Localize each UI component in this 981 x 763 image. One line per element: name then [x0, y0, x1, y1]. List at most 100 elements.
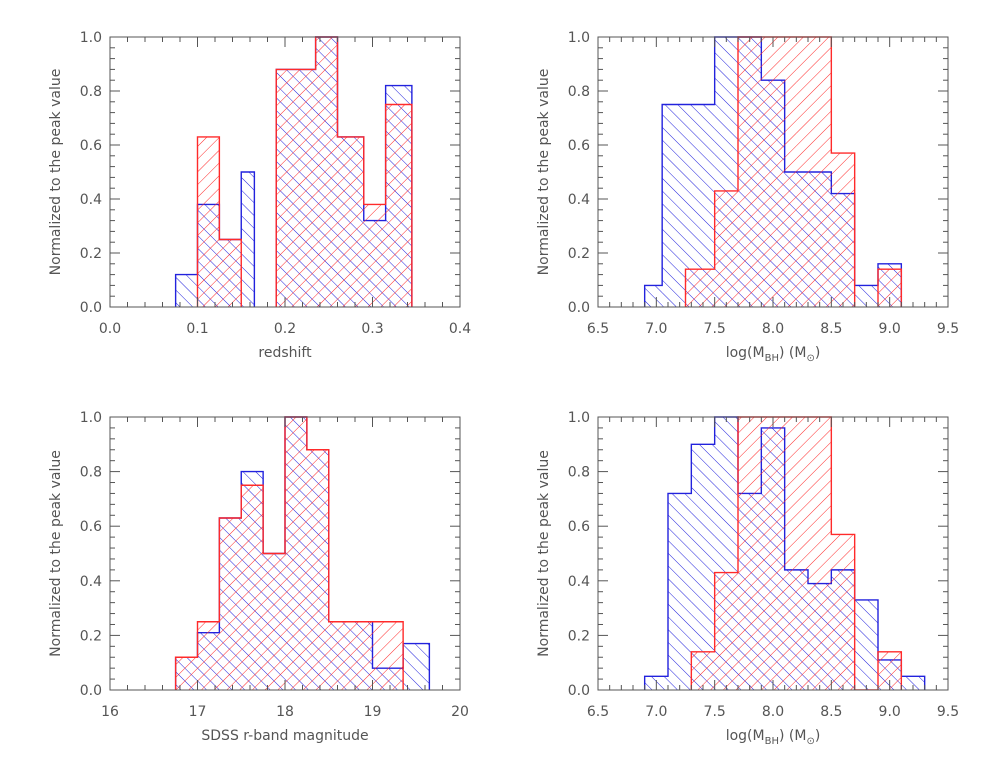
red-series-bar-6 — [306, 449, 329, 690]
red-series-outline — [196, 36, 413, 307]
x-tick-label: 0.4 — [449, 321, 471, 337]
x-tick-label: 6.5 — [587, 704, 609, 720]
red-series-outline — [174, 416, 404, 690]
red-series-bar-9 — [372, 621, 404, 690]
x-tick-label: 9.5 — [937, 704, 959, 720]
y-tick-label: 0.4 — [568, 574, 590, 590]
y-tick-label: 0.4 — [80, 574, 102, 590]
red-series-bar-1 — [219, 239, 242, 307]
bh-mass-histogram-panel-bottom: 0.0 0.2 0.4 0.6 0.8 1.0 6.5 7.0 7.5 8.0 8.5 9.0 9.5 N… — [536, 410, 959, 747]
x-tick-label: 8.5 — [820, 704, 842, 720]
x-tick-label: 17 — [189, 704, 207, 720]
x-tick-label: 7.0 — [645, 321, 667, 337]
red-series-bar-5 — [878, 269, 902, 307]
red-series-bar-6 — [363, 204, 386, 307]
x-tick-label: 9.0 — [879, 321, 901, 337]
red-series-bar-2 — [738, 417, 773, 690]
blue-series-bar-10 — [403, 643, 430, 690]
x-tick-label: 0.3 — [361, 321, 383, 337]
red-series-bar-2 — [738, 37, 797, 307]
blue-series-bar-0 — [175, 274, 198, 307]
y-axis-label: Normalized to the peak value — [536, 69, 552, 276]
red-series-bar-3 — [241, 485, 264, 690]
r-band-magnitude-histogram-panel: 0.0 0.2 0.4 0.6 0.8 1.0 16 17 18 19 20 Normalized t… — [48, 410, 469, 744]
y-axis-label: Normalized to the peak value — [48, 69, 64, 276]
x-axis-label: redshift — [258, 345, 312, 361]
x-tick-label: 0.2 — [274, 321, 296, 337]
y-tick-label: 0.4 — [80, 192, 102, 208]
red-series-bar-5 — [337, 136, 364, 307]
y-tick-label: 0.6 — [568, 138, 590, 154]
red-series-bar-0 — [691, 651, 715, 690]
red-series-bar-1 — [714, 190, 738, 307]
blue-series-bar-11 — [901, 676, 925, 690]
x-tick-label: 19 — [364, 704, 382, 720]
blue-series-bar-3 — [241, 172, 255, 307]
y-axis-label: Normalized to the peak value — [48, 450, 64, 657]
redshift-histogram-panel: 0.0 0.2 0.4 0.6 0.8 1.0 0.0 0.1 0.2 0.3 0.4 Normali… — [48, 30, 471, 361]
y-tick-label: 0.2 — [80, 246, 102, 262]
x-tick-label: 7.5 — [704, 321, 726, 337]
red-series-bar-7 — [385, 104, 412, 307]
blue-series-bar-1 — [668, 493, 692, 690]
histogram-bars — [174, 36, 413, 307]
blue-series-bar-0 — [644, 285, 663, 307]
y-tick-label: 0.0 — [80, 683, 102, 699]
red-series-bar-2 — [219, 518, 242, 690]
x-tick-label: 7.5 — [704, 704, 726, 720]
histogram-bars — [643, 36, 903, 307]
red-series-bar-4 — [315, 37, 338, 307]
x-tick-label: 8.0 — [762, 321, 784, 337]
x-tick-label: 6.5 — [587, 321, 609, 337]
red-series-bar-4 — [831, 534, 855, 690]
x-tick-label: 9.0 — [879, 704, 901, 720]
x-tick-label: 0.0 — [99, 321, 121, 337]
red-series-bar-0 — [197, 136, 220, 307]
red-series-bar-5 — [285, 417, 307, 690]
red-series-bar-1 — [197, 621, 220, 690]
red-series-bar-3 — [773, 417, 832, 690]
blue-series-bar-2 — [691, 444, 715, 690]
y-tick-label: 0.8 — [568, 465, 590, 481]
histogram-bars — [174, 416, 431, 690]
red-series-bar-8 — [350, 621, 373, 690]
x-axis-label: SDSS r-band magnitude — [201, 728, 368, 744]
y-tick-label: 0.0 — [568, 683, 590, 699]
y-tick-label: 1.0 — [568, 30, 590, 46]
y-tick-label: 0.6 — [80, 519, 102, 535]
blue-series-bar-7 — [854, 285, 878, 307]
red-series-bar-1 — [714, 572, 738, 690]
red-series-bar-4 — [831, 153, 855, 307]
x-tick-label: 9.5 — [937, 321, 959, 337]
red-series-bar-3 — [293, 69, 316, 307]
red-series-bar-4 — [263, 553, 285, 690]
red-series-bar-0 — [175, 657, 198, 690]
bh-mass-histogram-panel-top: 0.0 0.2 0.4 0.6 0.8 1.0 6.5 7.0 7.5 8.0 8.5 9.0 9.5 N… — [536, 30, 959, 364]
histogram-bars — [643, 416, 926, 690]
red-series-bar-3 — [796, 37, 832, 307]
x-tick-label: 0.1 — [186, 321, 208, 337]
x-axis-label: log(MBH) (M⊙) — [726, 728, 821, 747]
y-tick-label: 0.0 — [568, 300, 590, 316]
x-tick-label: 8.0 — [762, 704, 784, 720]
y-tick-label: 0.6 — [568, 519, 590, 535]
blue-series-bar-9 — [854, 599, 878, 690]
y-tick-label: 1.0 — [568, 410, 590, 426]
y-tick-label: 1.0 — [80, 410, 102, 426]
y-tick-label: 0.6 — [80, 138, 102, 154]
x-tick-label: 20 — [451, 704, 469, 720]
red-series-bar-7 — [328, 621, 351, 690]
red-series-bar-2 — [276, 69, 294, 307]
x-tick-label: 8.5 — [820, 321, 842, 337]
x-axis-label: log(MBH) (M⊙) — [726, 345, 821, 364]
x-tick-label: 16 — [101, 704, 119, 720]
x-tick-label: 7.0 — [645, 704, 667, 720]
y-tick-label: 0.0 — [80, 300, 102, 316]
red-series-bar-0 — [685, 269, 715, 307]
y-axis-label: Normalized to the peak value — [536, 450, 552, 657]
y-tick-label: 0.8 — [80, 465, 102, 481]
y-tick-label: 0.8 — [80, 84, 102, 100]
y-tick-label: 0.4 — [568, 192, 590, 208]
y-tick-label: 0.8 — [568, 84, 590, 100]
